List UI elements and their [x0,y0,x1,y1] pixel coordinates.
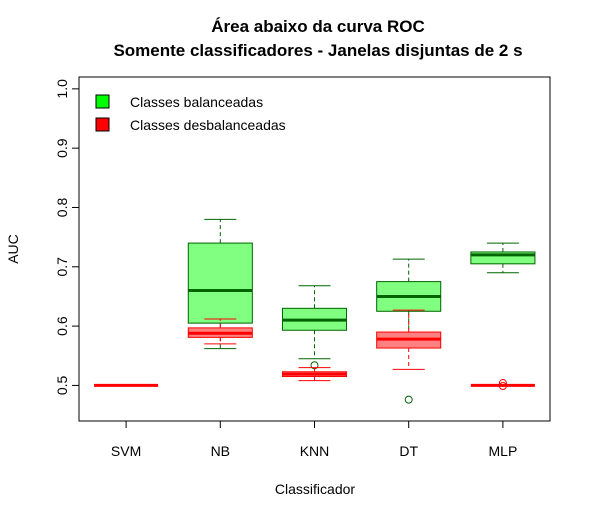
balanced-outlier [404,395,413,404]
legend-label: Classes desbalanceadas [130,117,286,133]
unbalanced-outlier [498,382,507,391]
x-tick-label: MLP [489,443,518,459]
y-tick-label: 0.7 [54,257,70,277]
x-tick-label: NB [211,443,230,459]
legend-swatch [95,94,110,109]
legend-label: Classes balanceadas [130,94,263,110]
y-tick-label: 1.0 [54,79,70,99]
y-tick-label: 0.6 [54,316,70,336]
x-tick-label: DT [399,443,418,459]
y-tick-label: 0.8 [54,198,70,218]
y-axis-label: AUC [5,234,21,264]
unbalanced-outlier [498,379,507,388]
chart-title: Área abaixo da curva ROC [211,17,425,36]
balanced-box [470,251,536,265]
y-tick-label: 0.9 [54,138,70,158]
chart-subtitle: Somente classificadores - Janelas disjun… [113,41,522,60]
y-tick-label: 0.5 [54,375,70,395]
legend-swatch [95,117,110,132]
balanced-box [187,242,253,324]
x-axis-label: Classificador [275,481,355,497]
x-tick-label: KNN [300,443,330,459]
x-tick-label: SVM [111,443,141,459]
